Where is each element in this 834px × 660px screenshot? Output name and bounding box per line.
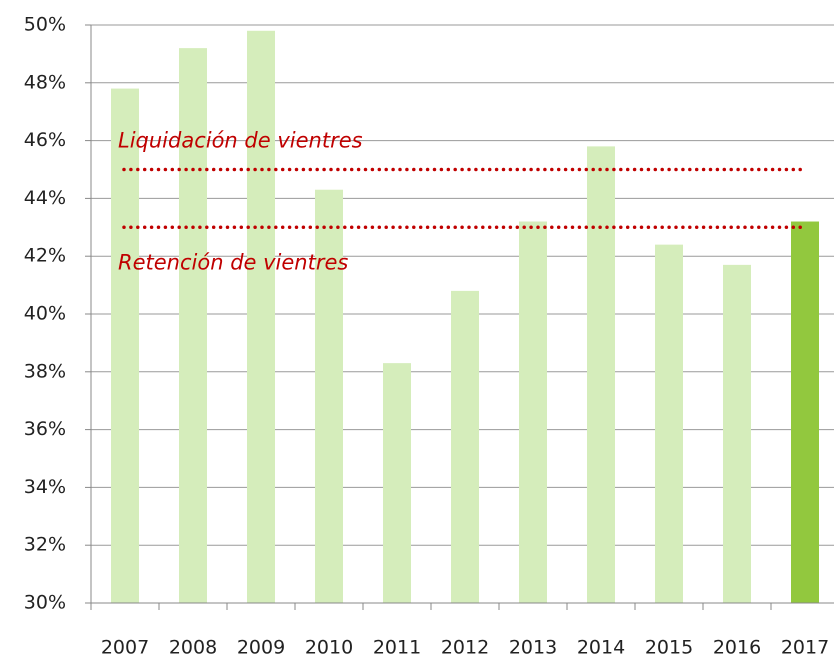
- bar: [315, 189, 343, 604]
- y-tick-label: 44%: [24, 187, 66, 209]
- bar: [519, 221, 547, 603]
- bar: [587, 146, 615, 603]
- bar: [791, 221, 819, 603]
- reference-label: Retención de vientres: [118, 250, 348, 274]
- x-tick-label: 2008: [169, 637, 217, 659]
- y-tick-label: 40%: [24, 303, 66, 325]
- x-tick-label: 2012: [441, 637, 489, 659]
- bar: [723, 264, 751, 603]
- bar: [247, 30, 275, 603]
- y-tick-label: 36%: [24, 418, 66, 440]
- reference-label: Liquidación de vientres: [118, 129, 363, 153]
- y-tick-label: 38%: [24, 360, 66, 382]
- y-tick-label: 32%: [24, 534, 66, 556]
- bar: [655, 244, 683, 603]
- x-tick-label: 2015: [645, 637, 693, 659]
- y-tick-label: 48%: [24, 71, 66, 93]
- x-tick-label: 2009: [237, 637, 285, 659]
- x-tick-label: 2017: [781, 637, 829, 659]
- x-tick-label: 2007: [101, 637, 149, 659]
- x-tick-label: 2014: [577, 637, 625, 659]
- x-tick-label: 2010: [305, 637, 353, 659]
- bar: [179, 48, 207, 604]
- x-tick-label: 2016: [713, 637, 761, 659]
- x-tick-label: 2011: [373, 637, 421, 659]
- bar: [451, 290, 479, 603]
- y-tick-label: 30%: [24, 592, 66, 614]
- bar: [383, 363, 411, 603]
- y-tick-label: 42%: [24, 245, 66, 267]
- y-tick-label: 46%: [24, 129, 66, 151]
- x-tick-label: 2013: [509, 637, 557, 659]
- bar: [111, 88, 139, 603]
- y-tick-label: 34%: [24, 476, 66, 498]
- y-tick-label: 50%: [24, 14, 66, 36]
